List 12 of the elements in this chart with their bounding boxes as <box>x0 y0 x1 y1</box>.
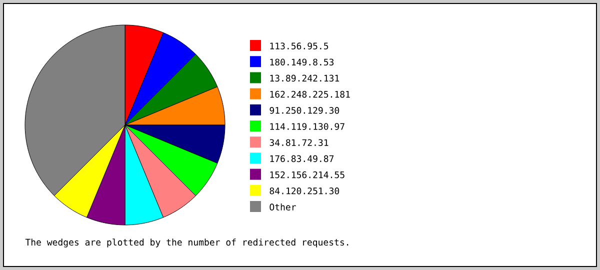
legend-label: Other <box>270 204 296 210</box>
legend-label: 13.89.242.131 <box>270 74 340 82</box>
legend-label: 180.149.8.53 <box>270 58 334 66</box>
legend-label: 113.56.95.5 <box>270 42 328 50</box>
text: The wedges are plotted by the number of redirected requests. <box>25 238 348 248</box>
legend-label: 34.81.72.31 <box>270 139 328 146</box>
legend-label: 114.119.130.97 <box>270 123 344 130</box>
legend-label: 91.250.129.30 <box>270 106 340 114</box>
legend-label: 176.83.49.87 <box>270 155 334 162</box>
legend-label: 162.248.225.181 <box>270 90 350 98</box>
legend-label: 152.156.214.55 <box>270 171 344 178</box>
legend-label: 84.120.251.30 <box>270 187 340 194</box>
